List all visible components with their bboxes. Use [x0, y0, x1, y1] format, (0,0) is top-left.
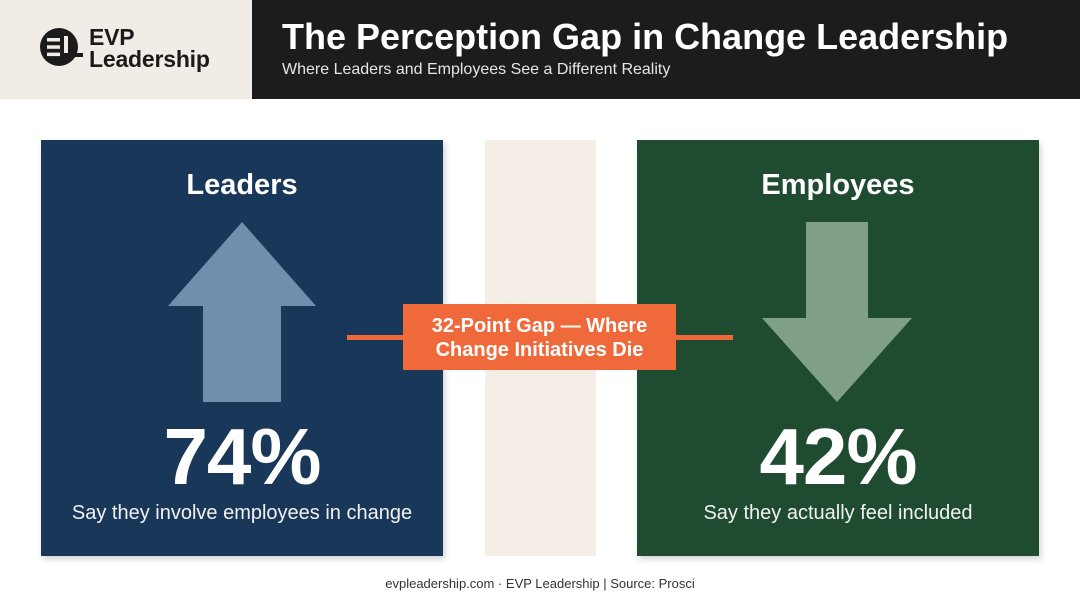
- gap-text-line-1: 32-Point Gap — Where: [431, 315, 648, 337]
- gap-text: 32-Point Gap — Where Change Initiatives …: [403, 314, 676, 362]
- employees-percentage: 42%: [759, 412, 917, 501]
- leaders-caption: Say they involve employees in change: [71, 502, 413, 524]
- arrow-up-icon: [168, 222, 316, 402]
- logo-line-1: EVP: [89, 24, 135, 50]
- leaders-panel: Leaders 74% Say they involve employees i…: [41, 140, 443, 556]
- logo-text: EVP Leadership: [89, 24, 210, 72]
- footer-source: evpleadership.com · EVP Leadership | Sou…: [385, 576, 695, 591]
- title-area: The Perception Gap in Change Leadership …: [252, 0, 1080, 99]
- leaders-title: Leaders: [186, 169, 298, 201]
- page-title: The Perception Gap in Change Leadership: [282, 16, 1009, 57]
- page-subtitle: Where Leaders and Employees See a Differ…: [282, 61, 671, 78]
- employees-caption: Say they actually feel included: [703, 502, 973, 524]
- logo-area: EVP Leadership: [0, 0, 252, 99]
- gap-badge: 32-Point Gap — Where Change Initiatives …: [403, 304, 676, 370]
- gap-text-line-2: Change Initiatives Die: [435, 339, 644, 361]
- arrow-down-icon: [762, 222, 912, 402]
- employees-panel: Employees 42% Say they actually feel inc…: [637, 140, 1039, 556]
- logo-line-2: Leadership: [89, 46, 210, 72]
- header: EVP Leadership The Perception Gap in Cha…: [0, 0, 1080, 99]
- employees-title: Employees: [761, 169, 915, 201]
- evp-logo-icon: [40, 28, 83, 66]
- leaders-percentage: 74%: [163, 412, 321, 501]
